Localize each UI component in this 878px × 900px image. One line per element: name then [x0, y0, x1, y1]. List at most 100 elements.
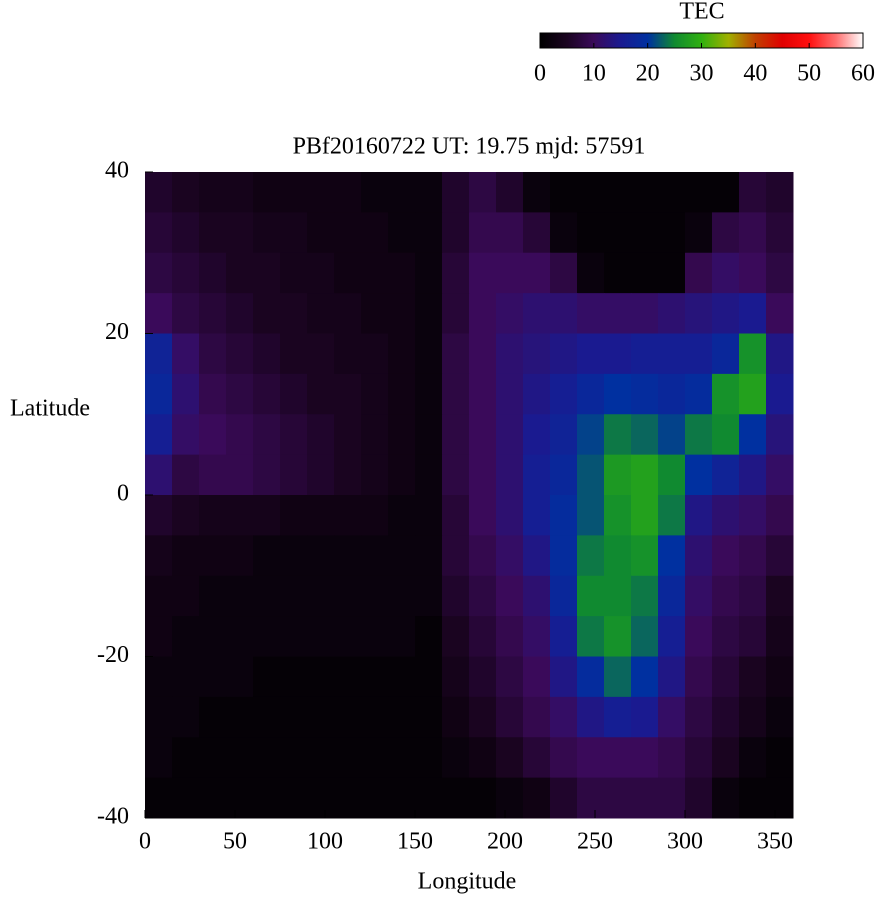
heatmap-cell	[199, 777, 227, 819]
heatmap-cell	[280, 172, 308, 213]
heatmap-cell	[442, 414, 470, 456]
heatmap-cell	[280, 656, 308, 698]
heatmap-cell	[496, 333, 524, 375]
heatmap-cell	[145, 252, 173, 294]
heatmap-cell	[496, 373, 524, 415]
heatmap-cell	[658, 414, 686, 456]
heatmap-cell	[739, 414, 767, 456]
heatmap-cell	[712, 575, 740, 617]
heatmap-cell	[577, 616, 605, 657]
heatmap-cell	[496, 252, 524, 294]
heatmap-cell	[415, 737, 443, 779]
heatmap-cell	[199, 737, 227, 779]
heatmap-cell	[766, 737, 794, 779]
heatmap-cell	[604, 172, 632, 213]
heatmap-cell	[658, 495, 686, 536]
heatmap-cell	[280, 535, 308, 577]
heatmap-cell	[172, 575, 200, 617]
heatmap-cell	[685, 373, 713, 415]
heatmap-cell	[739, 495, 767, 536]
heatmap-cell	[631, 212, 659, 254]
heatmap-cell	[739, 172, 767, 213]
heatmap-cell	[631, 656, 659, 698]
heatmap-cell	[469, 575, 497, 617]
heatmap-cell	[550, 777, 578, 819]
heatmap-cell	[361, 212, 389, 254]
heatmap-cell	[604, 293, 632, 334]
heatmap-cell	[253, 656, 281, 698]
heatmap-cell	[253, 212, 281, 254]
heatmap-cell	[307, 777, 335, 819]
heatmap-cell	[253, 575, 281, 617]
heatmap-cell	[658, 172, 686, 213]
heatmap-cell	[415, 656, 443, 698]
heatmap-cell	[442, 777, 470, 819]
heatmap-cell	[523, 454, 551, 496]
heatmap-cell	[766, 212, 794, 254]
heatmap-cell	[766, 616, 794, 657]
heatmap-cell	[226, 212, 254, 254]
heatmap-cell	[199, 616, 227, 657]
heatmap-cell	[712, 737, 740, 779]
heatmap-cell	[442, 656, 470, 698]
heatmap-cell	[361, 696, 389, 738]
heatmap-cell	[631, 172, 659, 213]
heatmap-cell	[415, 495, 443, 536]
heatmap-cell	[550, 333, 578, 375]
heatmap-cell	[766, 495, 794, 536]
heatmap-cell	[415, 535, 443, 577]
heatmap-cell	[307, 414, 335, 456]
heatmap-cell	[280, 293, 308, 334]
heatmap-cell	[577, 535, 605, 577]
heatmap-cell	[631, 777, 659, 819]
heatmap-cell	[685, 293, 713, 334]
heatmap-cell	[442, 535, 470, 577]
heatmap-cell	[334, 252, 362, 294]
heatmap-cell	[334, 535, 362, 577]
heatmap-cell	[712, 333, 740, 375]
heatmap-cell	[226, 454, 254, 496]
heatmap-cell	[388, 696, 416, 738]
heatmap-cell	[280, 737, 308, 779]
heatmap-cell	[766, 172, 794, 213]
heatmap-cell	[307, 696, 335, 738]
heatmap-cell	[523, 293, 551, 334]
heatmap-cell	[145, 575, 173, 617]
heatmap-cell	[577, 373, 605, 415]
heatmap-cell	[442, 495, 470, 536]
heatmap-cell	[496, 616, 524, 657]
heatmap-cell	[658, 212, 686, 254]
heatmap-cell	[145, 373, 173, 415]
heatmap-cell	[145, 454, 173, 496]
heatmap-cell	[280, 696, 308, 738]
heatmap-cell	[145, 737, 173, 779]
heatmap-cell	[577, 656, 605, 698]
heatmap-cell	[577, 737, 605, 779]
heatmap-cell	[631, 373, 659, 415]
heatmap-cell	[766, 777, 794, 819]
heatmap-cell	[496, 414, 524, 456]
heatmap-cell	[685, 656, 713, 698]
heatmap-cell	[361, 575, 389, 617]
colorbar-tick-label: 20	[636, 61, 660, 87]
heatmap-cell	[361, 172, 389, 213]
heatmap-cell	[199, 495, 227, 536]
heatmap-cell	[334, 575, 362, 617]
heatmap-cell	[631, 737, 659, 779]
heatmap-cell	[226, 373, 254, 415]
y-tick-label: 40	[105, 158, 129, 184]
heatmap-cell	[172, 252, 200, 294]
heatmap-cell	[253, 454, 281, 496]
heatmap-cell	[523, 414, 551, 456]
heatmap-cell	[631, 414, 659, 456]
x-tick-label: 250	[577, 829, 613, 855]
heatmap-cell	[496, 575, 524, 617]
heatmap-cell	[523, 535, 551, 577]
heatmap-cell	[199, 575, 227, 617]
y-tick-label: 20	[105, 319, 129, 345]
heatmap-cell	[469, 656, 497, 698]
heatmap-cell	[604, 454, 632, 496]
heatmap-cell	[334, 212, 362, 254]
heatmap-cell	[739, 373, 767, 415]
heatmap-cell	[685, 252, 713, 294]
